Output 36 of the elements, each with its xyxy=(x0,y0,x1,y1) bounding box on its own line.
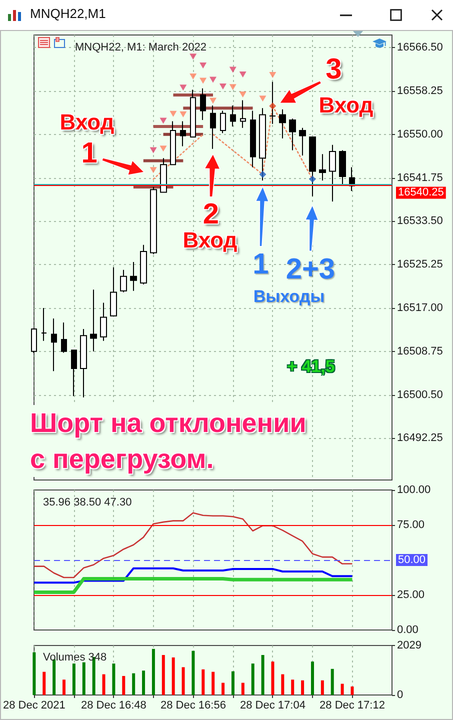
y-tick-label: 16533.50 xyxy=(397,215,443,228)
text: Volumes 348 xyxy=(43,652,107,664)
x-tick-label: 28 Dec 2021 xyxy=(2,700,66,712)
annotation: Вход xyxy=(60,109,114,135)
text: MNQH22,M1 xyxy=(30,6,106,22)
y-tick-label: 25.00 xyxy=(397,589,425,601)
y-tick-label: 16517.00 xyxy=(397,302,443,314)
y-tick-label: 2029 xyxy=(397,640,422,652)
annotation: + 41,5 xyxy=(287,357,335,377)
x-tick-label: 28 Dec 17:12 xyxy=(320,700,385,712)
text: MNQH22, M1: March 2022 xyxy=(75,42,206,54)
annotation: 3 xyxy=(326,53,342,87)
y-tick-label: 16541.75 xyxy=(397,172,443,184)
y-tick-label: 16550.00 xyxy=(397,128,443,140)
annotation: 1 xyxy=(252,248,269,282)
y-tick-label: 16566.50 xyxy=(397,42,443,54)
y-tick-label: 16508.75 xyxy=(397,345,443,358)
x-tick-label: 28 Dec 17:04 xyxy=(240,700,306,712)
y-tick-label: 16500.50 xyxy=(397,388,443,401)
text: 35.96 38.50 47.30 xyxy=(43,496,132,508)
x-tick-label: 28 Dec 16:48 xyxy=(80,700,146,712)
y-tick-label: 16492.25 xyxy=(397,432,443,444)
ref-line-label: 16540.25 xyxy=(398,186,444,199)
ref-line-label: 50.00 xyxy=(398,554,426,566)
annotation: 2+3 xyxy=(286,253,336,287)
x-tick-label: 28 Dec 16:56 xyxy=(160,700,226,712)
annotation: Шорт на отклонении с перегрузом. xyxy=(28,405,308,477)
y-tick-label: 100.00 xyxy=(397,484,431,496)
y-tick-label: 0.00 xyxy=(397,624,418,636)
annotation: Выходы xyxy=(253,287,325,307)
annotation: 1 xyxy=(81,138,98,171)
y-tick-label: 0 xyxy=(397,689,404,701)
y-tick-label: 75.00 xyxy=(397,519,425,531)
y-tick-label: 16525.25 xyxy=(397,258,443,271)
y-tick-label: 16558.25 xyxy=(397,85,443,98)
annotation: Вход xyxy=(318,92,374,118)
